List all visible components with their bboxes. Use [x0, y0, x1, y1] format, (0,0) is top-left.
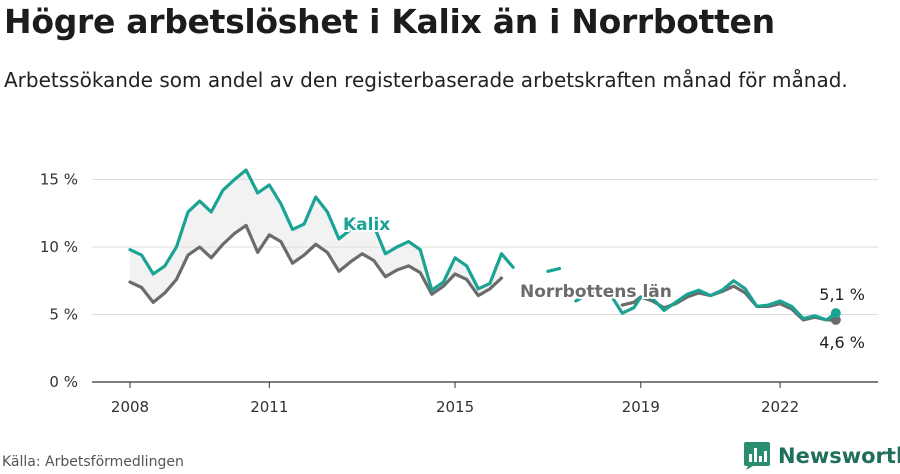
kalix-line-segment [546, 267, 562, 273]
y-tick-label: 0 % [49, 373, 78, 391]
x-tick-label: 2008 [111, 398, 149, 416]
brand-name: Newsworthy [778, 444, 900, 468]
kalix-line-segment [611, 279, 838, 322]
norrbotten-line-segment [527, 288, 541, 299]
y-tick-label: 5 % [49, 306, 78, 324]
x-tick-label: 2022 [761, 398, 799, 416]
kalix-end-value: 5,1 % [819, 285, 865, 304]
kalix-line-segment [574, 289, 596, 303]
norrbotten-series-label: Norrbottens län [520, 282, 672, 302]
kalix-line-segment [128, 168, 515, 292]
x-tick-label: 2015 [436, 398, 474, 416]
kalix-series-label: Kalix [343, 215, 390, 235]
y-tick-label: 15 % [40, 171, 78, 189]
chart-title: Högre arbetslöshet i Kalix än i Norrbott… [4, 2, 775, 41]
norrbotten-end-value: 4,6 % [819, 333, 865, 352]
x-tick-label: 2011 [250, 398, 288, 416]
brand-logo: Newsworthy [744, 441, 900, 471]
norrbotten-line-segment [128, 223, 504, 304]
kalix-end-point [830, 308, 841, 319]
y-tick-label: 10 % [40, 238, 78, 256]
source-note: Källa: Arbetsförmedlingen [2, 454, 184, 470]
newsworthy-icon [744, 442, 770, 470]
chart-subtitle: Arbetssökande som andel av den registerb… [4, 68, 848, 92]
gap-area [130, 170, 502, 303]
x-tick-label: 2019 [622, 398, 660, 416]
